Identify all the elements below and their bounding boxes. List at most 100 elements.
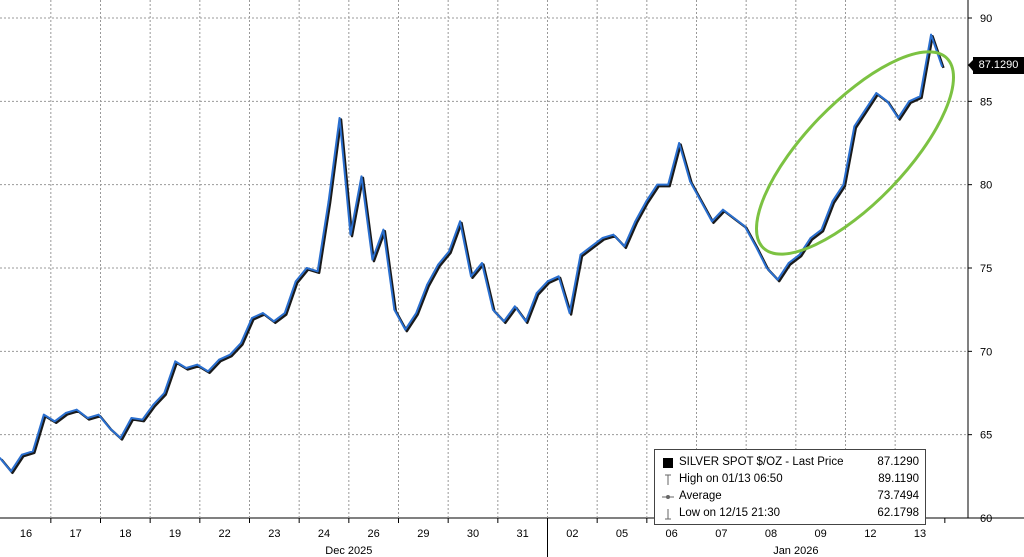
x-tick-label: 12	[864, 528, 876, 540]
price-point	[743, 225, 746, 228]
y-axis: 60 65 70 75 80 85 90	[968, 13, 992, 525]
price-point	[601, 237, 604, 239]
price-point	[382, 228, 385, 231]
price-point	[119, 437, 122, 439]
x-tick-label: 05	[616, 528, 628, 540]
price-point	[557, 275, 560, 278]
price-point	[711, 220, 713, 223]
price-point	[524, 320, 527, 323]
price-point	[864, 108, 867, 111]
price-point	[875, 92, 878, 94]
price-point	[842, 183, 845, 186]
y-tick-label: 85	[980, 96, 992, 108]
price-point	[656, 183, 659, 186]
x-tick-label: 09	[815, 528, 827, 540]
x-tick-label: 30	[467, 528, 479, 540]
price-point	[623, 245, 626, 248]
legend-value: 89.1190	[878, 473, 919, 485]
price-point	[919, 95, 921, 98]
price-point	[732, 217, 735, 219]
price-point	[437, 263, 440, 266]
y-tick-label: 80	[980, 180, 992, 192]
price-point	[546, 280, 549, 283]
price-point	[809, 237, 812, 239]
x-tick-label: 23	[268, 528, 280, 540]
x-tick-label: 08	[765, 528, 777, 540]
price-point	[240, 342, 242, 344]
price-point	[667, 183, 670, 186]
price-point	[590, 245, 593, 248]
x-tick-label: 13	[914, 528, 926, 540]
price-point	[316, 270, 319, 273]
price-point	[765, 267, 768, 269]
price-point	[897, 117, 900, 119]
price-point	[722, 208, 724, 211]
x-tick-label: 17	[70, 528, 82, 540]
price-point	[196, 363, 199, 366]
x-tick-label: 07	[715, 528, 727, 540]
price-point	[21, 453, 23, 456]
legend-value: 73.7494	[877, 490, 919, 502]
x-tick-label: 22	[219, 528, 231, 540]
price-point	[612, 233, 615, 236]
y-tick-label: 70	[980, 346, 992, 358]
legend-label: Average	[679, 490, 722, 502]
price-point	[645, 200, 648, 203]
price-point	[229, 353, 231, 356]
y-tick-label: 75	[980, 263, 992, 275]
grid-lines	[0, 0, 1024, 519]
price-point	[908, 100, 911, 103]
price-point	[10, 470, 12, 473]
legend-entry-high: High on 01/13 06:50 89.1190	[661, 472, 919, 489]
price-point	[294, 280, 297, 283]
x-tick-label: 06	[666, 528, 678, 540]
y-tick-label: 90	[980, 13, 992, 25]
price-series	[0, 33, 945, 475]
legend-entry-low: Low on 12/15 21:30 62.1798	[661, 506, 919, 523]
price-point	[31, 450, 34, 453]
legend-value: 87.1290	[877, 456, 919, 468]
price-point	[338, 117, 341, 119]
price-point	[218, 358, 220, 361]
price-point	[251, 317, 253, 319]
y-tick-label: 60	[980, 513, 992, 525]
price-line	[0, 33, 943, 473]
x-tick-label: 18	[119, 528, 131, 540]
price-point	[568, 312, 571, 314]
price-point	[831, 200, 834, 203]
highlight-ellipse-shape	[755, 50, 955, 256]
price-point	[448, 250, 450, 253]
price-point	[492, 308, 494, 311]
x-tick-label: 31	[517, 528, 529, 540]
x-tick-label: 19	[169, 528, 181, 540]
legend-label: SILVER SPOT $/OZ - Last Price	[679, 456, 844, 468]
legend-value: 62.1798	[877, 507, 919, 519]
price-point	[930, 33, 932, 36]
price-point	[141, 418, 144, 421]
price-point	[787, 262, 790, 264]
x-axis: 16 17 18 19 22 23 24 26 29 30 31 02 05 06 07 08 09 12 13 De…	[20, 518, 946, 557]
price-shadow-line	[0, 34, 945, 475]
price-point	[404, 328, 407, 331]
price-point	[415, 312, 418, 314]
high-marker-icon	[661, 474, 675, 486]
price-point	[305, 267, 308, 269]
price-point	[53, 420, 56, 423]
last-price-tag: 87.1290	[973, 57, 1024, 74]
price-point	[502, 320, 505, 323]
price-point	[481, 262, 483, 264]
last-price-pointer	[968, 60, 973, 71]
price-point	[798, 253, 801, 256]
y-tick-label: 65	[980, 430, 992, 442]
highlight-ellipse	[755, 50, 955, 256]
price-point	[470, 275, 472, 278]
x-group-label: Jan 2026	[773, 545, 818, 557]
price-point	[207, 370, 210, 373]
price-point	[634, 220, 637, 223]
price-point	[535, 292, 538, 294]
x-tick-label: 26	[368, 528, 380, 540]
price-point	[754, 245, 757, 248]
price-point	[108, 427, 111, 429]
price-point	[97, 413, 100, 416]
